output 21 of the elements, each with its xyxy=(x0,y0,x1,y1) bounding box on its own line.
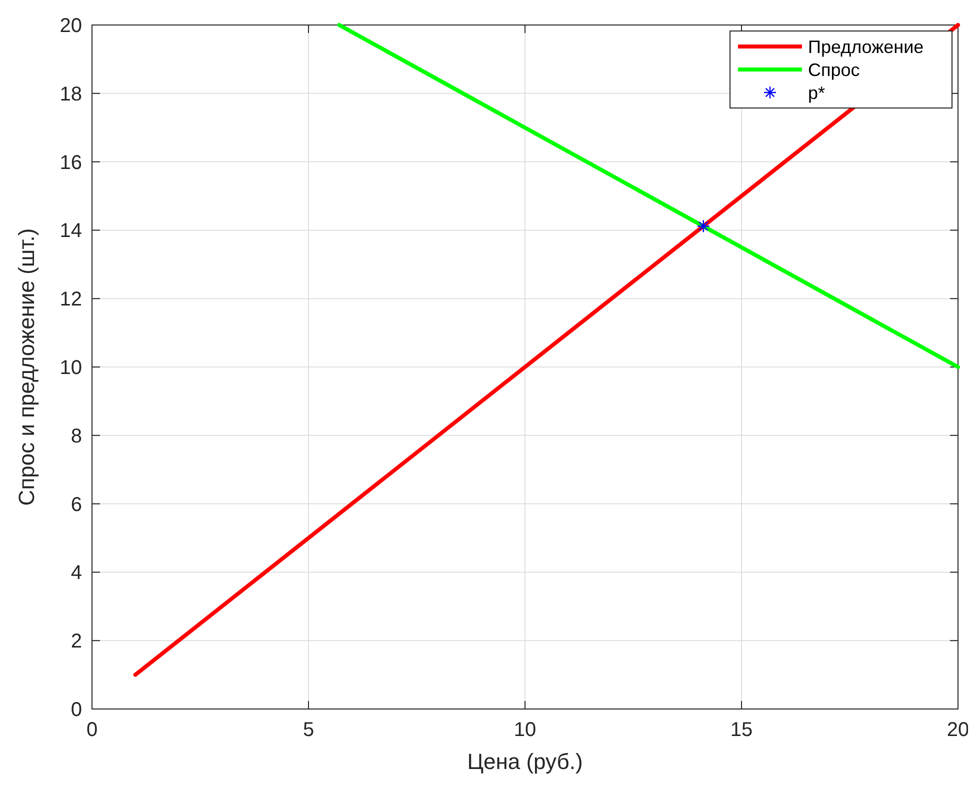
y-tick-label: 18 xyxy=(60,83,82,106)
y-tick-label: 12 xyxy=(60,288,82,311)
x-tick-label: 15 xyxy=(730,719,753,741)
y-tick-label: 0 xyxy=(70,699,82,721)
y-tick-label: 14 xyxy=(60,220,82,242)
x-tick-label: 20 xyxy=(946,719,970,741)
legend-label: Предложение xyxy=(808,36,924,57)
legend-label: p* xyxy=(808,82,826,103)
y-tick-label: 6 xyxy=(70,494,82,516)
y-tick-label: 8 xyxy=(70,425,82,448)
x-tick-label: 0 xyxy=(86,719,98,741)
y-tick-label: 20 xyxy=(60,15,82,37)
x-tick-label: 5 xyxy=(302,719,314,741)
y-tick-label: 16 xyxy=(60,152,82,174)
legend-label: Спрос xyxy=(808,60,860,80)
y-tick-label: 10 xyxy=(60,357,82,379)
x-axis-title: Цена (руб.) xyxy=(467,749,583,774)
y-tick-label: 2 xyxy=(70,630,82,653)
x-tick-label: 10 xyxy=(514,719,536,741)
y-tick-label: 4 xyxy=(70,562,82,584)
y-axis-title: Спрос и предложение (шт.) xyxy=(14,228,39,506)
